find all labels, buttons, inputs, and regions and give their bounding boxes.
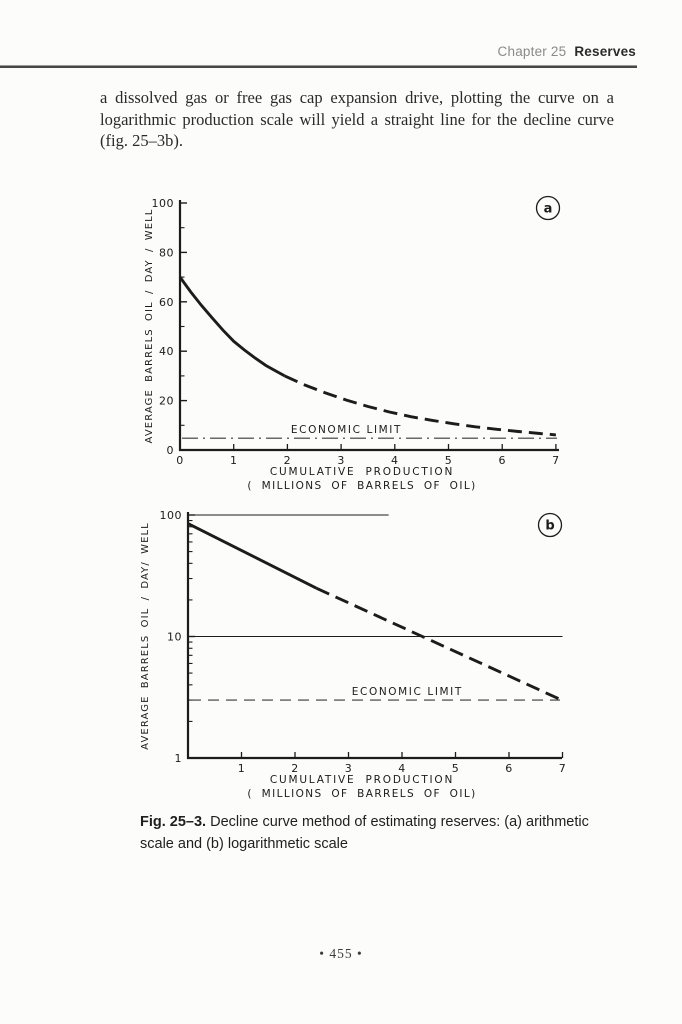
x-tick-label: 3	[345, 762, 353, 775]
decline-curve-observed	[178, 276, 286, 378]
x-axis-title: CUMULATIVE PRODUCTION	[270, 774, 454, 786]
x-tick-label: 5	[445, 454, 453, 467]
y-tick-label: 80	[159, 246, 174, 259]
x-tick-label: 4	[398, 762, 406, 775]
y-tick-label: 60	[159, 296, 174, 309]
figure-25-3: 0 20 40 60 80 100 0 1 2 3 4 5 6 7 ECONOMIC LIMIT CUMULA…	[0, 185, 682, 810]
panel-badge-letter: a	[544, 202, 553, 217]
economic-limit-label: ECONOMIC LIMIT	[352, 686, 463, 698]
x-tick-label: 5	[452, 762, 460, 775]
x-axis-title-units: ( MILLIONS OF BARRELS OF OIL)	[247, 480, 476, 492]
panel-badge-circle	[537, 512, 563, 538]
y-tick-label: 40	[159, 345, 174, 358]
x-tick-label: 6	[498, 454, 506, 467]
y-tick-label: 0	[167, 444, 175, 457]
figure-caption: Fig. 25–3. Decline curve method of estima…	[140, 811, 600, 855]
x-tick-label: 4	[391, 454, 399, 467]
x-tick-label: 2	[291, 762, 299, 775]
caption-label: Fig. 25–3.	[140, 814, 207, 830]
x-tick-label: 7	[552, 454, 560, 467]
body-line: (fig. 25–3b).	[100, 131, 183, 150]
y-axis-title: AVERAGE BARRELS OIL / DAY / WELL	[144, 209, 155, 444]
panel-badge-letter: b	[545, 519, 554, 534]
x-tick-label: 0	[176, 454, 184, 467]
y-tick-label: 1	[175, 752, 183, 765]
x-tick-label: 3	[337, 454, 345, 467]
y-tick-label: 20	[159, 395, 174, 408]
y-tick-label: 100	[160, 509, 183, 522]
x-tick-label: 2	[284, 454, 292, 467]
y-axis-title: AVERAGE BARRELS OIL / DAY/ WELL	[140, 522, 151, 750]
running-head: Chapter 25 Reserves	[0, 44, 636, 59]
x-axis-title: CUMULATIVE PRODUCTION	[270, 466, 454, 478]
body-line: a dissolved gas or free gas cap expansio…	[100, 88, 614, 107]
page-number: • 455 •	[319, 946, 363, 961]
header-rule	[0, 65, 637, 68]
y-tick-label: 100	[152, 197, 175, 210]
x-tick-label: 1	[230, 454, 238, 467]
x-tick-label: 7	[559, 762, 567, 775]
chart-b-logarithmic-scale: 1 10 100 1 2 3 4 5 6 7 ECONOMIC LIMIT CUMULATIVE PR…	[140, 509, 567, 800]
caption-text: Decline curve method of estimating reser…	[140, 814, 589, 852]
chapter-label: Chapter 25	[497, 44, 567, 59]
y-tick-label: 10	[167, 631, 182, 644]
x-axis-title-units: ( MILLIONS OF BARRELS OF OIL)	[247, 788, 476, 800]
x-tick-label: 6	[505, 762, 513, 775]
economic-limit-label: ECONOMIC LIMIT	[291, 424, 402, 436]
chart-a-arithmetic-scale: 0 20 40 60 80 100 0 1 2 3 4 5 6 7 ECONOMIC LIMIT CUMULA…	[144, 195, 561, 492]
decline-line-observed	[187, 522, 318, 590]
panel-badge-circle	[535, 195, 561, 221]
section-label: Reserves	[574, 44, 636, 59]
decline-line-extrapolated	[315, 586, 561, 701]
body-line: logarithmic production scale will yield …	[100, 109, 614, 129]
body-paragraph: a dissolved gas or free gas cap expansio…	[100, 87, 614, 152]
decline-curve-extrapolated	[284, 374, 557, 437]
x-tick-label: 1	[238, 762, 246, 775]
